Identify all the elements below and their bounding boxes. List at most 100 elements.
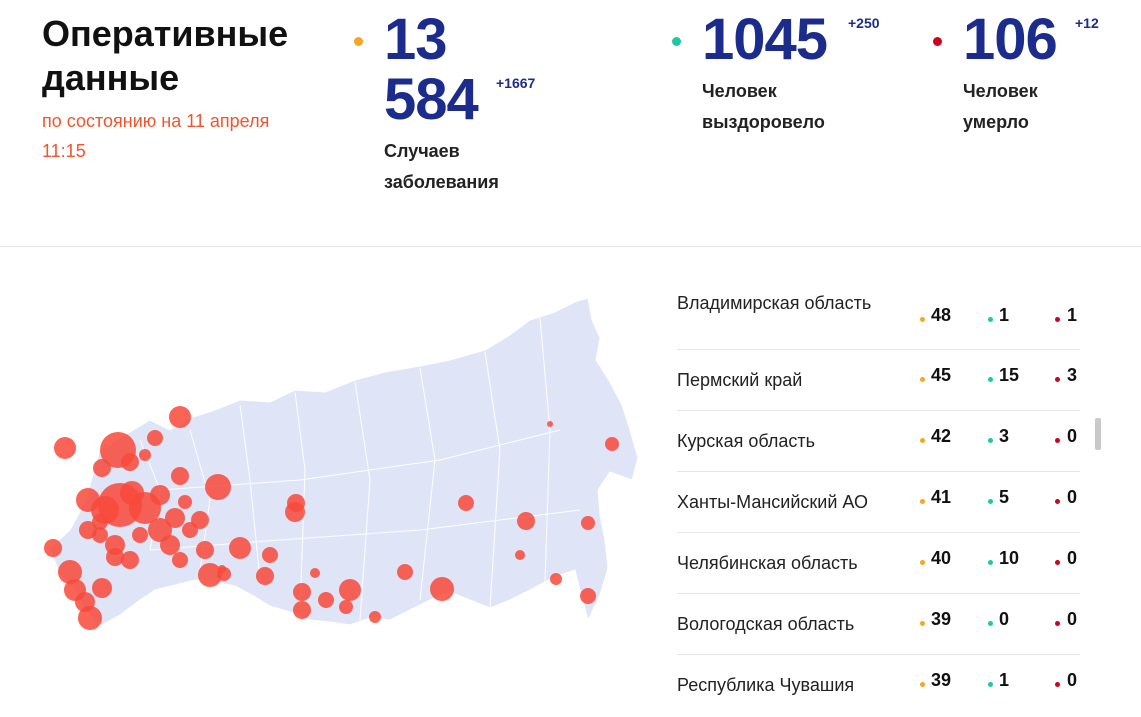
case-bubble[interactable]	[198, 563, 222, 587]
case-bubble[interactable]	[76, 488, 100, 512]
cases-delta: +1667	[496, 75, 536, 91]
case-bubble[interactable]	[218, 565, 226, 573]
case-bubble[interactable]	[121, 551, 139, 569]
region-deaths: 0	[1067, 426, 1078, 446]
case-bubble[interactable]	[58, 560, 82, 584]
case-bubble[interactable]	[458, 495, 474, 511]
case-bubble[interactable]	[120, 481, 144, 505]
recovered-dot-icon	[988, 377, 993, 382]
case-bubble[interactable]	[196, 541, 214, 559]
case-bubble[interactable]	[547, 421, 553, 427]
case-bubble[interactable]	[92, 578, 112, 598]
case-bubble[interactable]	[293, 583, 311, 601]
case-bubble[interactable]	[92, 527, 108, 543]
recovered-value: 1045	[702, 7, 828, 72]
russia-map[interactable]	[40, 290, 650, 650]
case-bubble[interactable]	[139, 449, 151, 461]
region-recovered: 0	[999, 609, 1010, 629]
case-bubble[interactable]	[287, 494, 305, 512]
page-title: Оперативные данные	[42, 13, 289, 98]
cases-value-line2: 584	[384, 67, 479, 132]
case-bubble[interactable]	[397, 564, 413, 580]
case-bubble[interactable]	[339, 579, 361, 601]
case-bubble[interactable]	[150, 485, 170, 505]
region-row[interactable]: Владимирская область 48 1 1	[677, 286, 1080, 350]
region-row[interactable]: Ханты-Мансийский АО 41 5 0	[677, 472, 1080, 533]
case-bubble[interactable]	[369, 611, 381, 623]
deaths-dot-icon	[933, 37, 942, 46]
deaths-dot-icon	[1055, 560, 1060, 565]
region-deaths: 0	[1067, 670, 1078, 690]
case-bubble[interactable]	[171, 467, 189, 485]
case-bubble[interactable]	[44, 539, 62, 557]
region-row[interactable]: Пермский край 45 15 3	[677, 350, 1080, 411]
region-recovered: 15	[999, 365, 1020, 385]
stats-header: Оперативные данные по состоянию на 11 ап…	[0, 0, 1141, 247]
cases-dot-icon	[920, 499, 925, 504]
region-cases: 40	[931, 548, 952, 568]
region-name: Пермский край	[677, 370, 803, 390]
region-row[interactable]: Вологодская область 39 0 0	[677, 594, 1080, 655]
case-bubble[interactable]	[517, 512, 535, 530]
case-bubble[interactable]	[160, 535, 180, 555]
case-bubble[interactable]	[262, 547, 278, 563]
region-deaths: 0	[1067, 548, 1078, 568]
case-bubble[interactable]	[310, 568, 320, 578]
recovered-dot-icon	[988, 317, 993, 322]
case-bubble[interactable]	[293, 601, 311, 619]
case-bubble[interactable]	[205, 474, 231, 500]
cases-dot-icon	[920, 682, 925, 687]
recovered-dot-icon	[672, 37, 681, 46]
region-name: Республика Чувашия	[677, 675, 855, 695]
case-bubble[interactable]	[172, 552, 188, 568]
region-deaths: 1	[1067, 305, 1078, 325]
region-cases: 39	[931, 609, 952, 629]
scrollbar[interactable]	[1095, 418, 1101, 450]
region-recovered: 1	[999, 305, 1010, 325]
case-bubble[interactable]	[430, 577, 454, 601]
case-bubble[interactable]	[178, 495, 192, 509]
case-bubble[interactable]	[78, 606, 102, 630]
region-deaths: 3	[1067, 365, 1078, 385]
case-bubble[interactable]	[147, 430, 163, 446]
case-bubble[interactable]	[93, 459, 111, 477]
update-timestamp: по состоянию на 11 апреля 11:15	[42, 111, 270, 161]
regions-table: Владимирская область 48 1 1 Пермский край…	[677, 286, 1080, 715]
deaths-label-line2: умерло	[963, 112, 1029, 132]
case-bubble[interactable]	[121, 453, 139, 471]
cases-dot-icon	[354, 37, 363, 46]
case-bubble[interactable]	[256, 567, 274, 585]
case-bubble[interactable]	[169, 406, 191, 428]
region-row[interactable]: Курская область 42 3 0	[677, 411, 1080, 472]
case-bubble[interactable]	[229, 537, 251, 559]
case-bubble[interactable]	[54, 437, 76, 459]
case-bubble[interactable]	[92, 514, 108, 530]
deaths-dot-icon	[1055, 499, 1060, 504]
case-bubble[interactable]	[182, 522, 198, 538]
region-cases: 45	[931, 365, 952, 385]
case-bubble[interactable]	[515, 550, 525, 560]
recovered-dot-icon	[988, 682, 993, 687]
case-bubble[interactable]	[318, 592, 334, 608]
case-bubble[interactable]	[165, 508, 185, 528]
recovered-dot-icon	[988, 621, 993, 626]
cases-dot-icon	[920, 377, 925, 382]
case-bubble[interactable]	[580, 588, 596, 604]
cases-dot-icon	[920, 560, 925, 565]
cases-dot-icon	[920, 317, 925, 322]
case-bubble[interactable]	[581, 516, 595, 530]
cases-value-line1: 13	[384, 7, 448, 72]
region-recovered: 1	[999, 670, 1010, 690]
cases-label-line2: заболевания	[384, 172, 499, 192]
case-bubble[interactable]	[106, 548, 124, 566]
region-row[interactable]: Республика Чувашия 39 1 0	[677, 655, 1080, 715]
region-name: Владимирская область	[677, 293, 872, 313]
case-bubble[interactable]	[605, 437, 619, 451]
case-bubble[interactable]	[132, 527, 148, 543]
region-cases: 42	[931, 426, 952, 446]
deaths-dot-icon	[1055, 438, 1060, 443]
case-bubble[interactable]	[550, 573, 562, 585]
case-bubble[interactable]	[339, 600, 353, 614]
region-row[interactable]: Челябинская область 40 10 0	[677, 533, 1080, 594]
region-cases: 48	[931, 305, 952, 325]
